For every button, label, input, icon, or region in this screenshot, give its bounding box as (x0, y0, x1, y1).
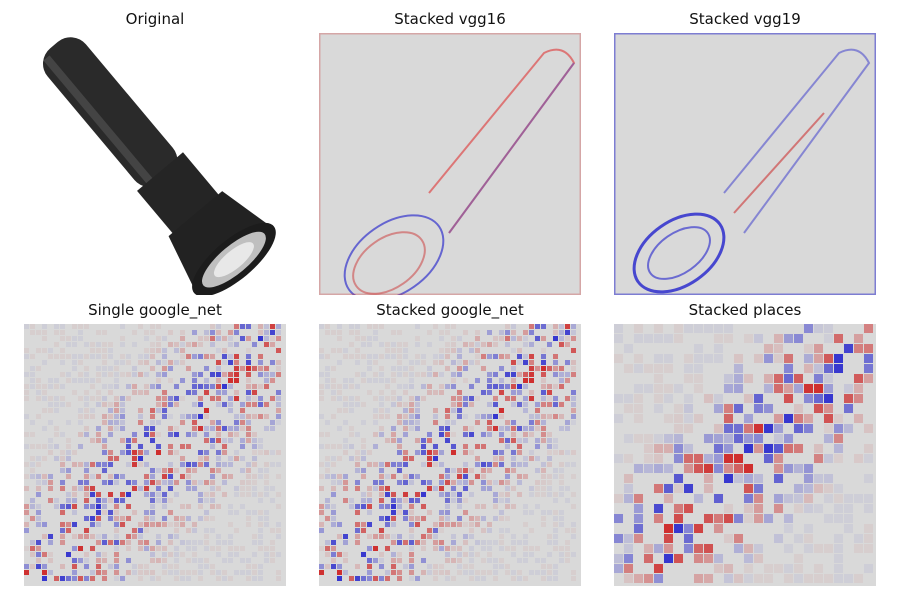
saliency-map-vgg19 (614, 33, 876, 295)
saliency-map-stacked-googlenet (319, 324, 581, 586)
saliency-map-single-googlenet (24, 324, 286, 586)
panel-title-stacked-places: Stacked places (688, 301, 802, 319)
panel-title-original: Original (125, 10, 185, 28)
saliency-map-vgg16 (319, 33, 581, 295)
panel-title-stacked-googlenet: Stacked google_net (376, 301, 524, 319)
panel-title-single-googlenet: Single google_net (88, 301, 222, 319)
panel-title-vgg19: Stacked vgg19 (689, 10, 801, 28)
panel-title-vgg16: Stacked vgg16 (394, 10, 506, 28)
saliency-map-stacked-places (614, 324, 876, 586)
original-image (24, 33, 286, 295)
